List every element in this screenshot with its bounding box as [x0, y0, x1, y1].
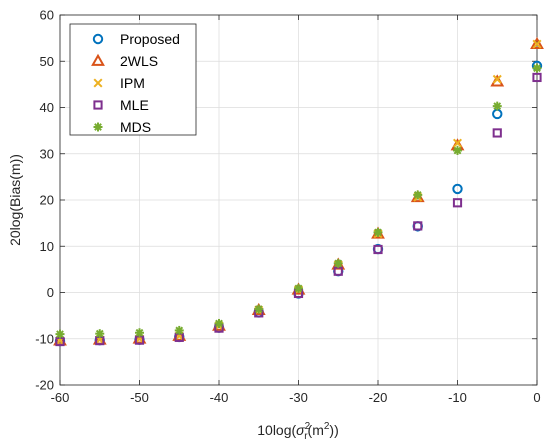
asterisk-stroke [94, 123, 102, 131]
y-tick-label: 0 [47, 285, 54, 300]
legend-entry-mds: MDS [93, 119, 151, 135]
asterisk-stroke [374, 228, 382, 237]
data-point-ipm [532, 39, 542, 49]
legend-marker-ipm [93, 78, 103, 88]
x-marker-stroke [532, 39, 542, 49]
asterisk-stroke [493, 102, 502, 111]
x-marker-stroke [93, 78, 103, 88]
legend-label-ipm: IPM [120, 75, 145, 91]
data-markers [53, 36, 544, 347]
data-point-2wls [530, 36, 544, 50]
asterisk-stroke [413, 191, 422, 199]
data-point-mds [135, 328, 144, 338]
legend-label-proposed: Proposed [120, 31, 180, 47]
y-tick-label: 30 [40, 146, 54, 161]
data-point-ipm [492, 74, 502, 84]
asterisk-stroke [254, 305, 263, 314]
x-marker-stroke [492, 74, 502, 84]
asterisk-stroke [533, 64, 541, 73]
data-point-mds [254, 304, 264, 314]
x-tick-label: -10 [448, 390, 467, 405]
data-point-mds [333, 258, 343, 268]
x-tick-label: -40 [210, 390, 229, 405]
series-mds [55, 63, 542, 339]
data-point-mle [413, 221, 423, 231]
data-point-mds [95, 329, 105, 339]
x-tick-label: -50 [130, 390, 149, 405]
asterisk-stroke [453, 146, 462, 155]
x-tick-labels: -60 -50 -40 -30 -20 -10 0 [51, 390, 541, 405]
legend-box [69, 23, 197, 136]
data-point-mds [453, 146, 462, 156]
y-axis-label: 20log(Bias(m)) [7, 154, 23, 246]
x-tick-label: 0 [533, 390, 540, 405]
asterisk-stroke [135, 328, 144, 337]
x-axis-label: 10log(σ2 r(m2)) [257, 421, 339, 442]
legend-label-mds: MDS [120, 119, 151, 135]
data-point-mle [492, 128, 502, 138]
data-point-mds [174, 325, 184, 335]
y-tick-labels: -20 -10 0 10 20 30 40 50 60 [35, 8, 54, 393]
axes [59, 14, 538, 386]
x-marker-stroke [452, 138, 463, 148]
legend-entry-mle: MLE [93, 97, 149, 113]
data-point-mle [373, 244, 383, 255]
y-tick-label: 10 [40, 239, 54, 254]
asterisk-stroke [175, 326, 184, 335]
x-tick-label: -30 [289, 390, 308, 405]
legend-marker-proposed [92, 33, 104, 45]
legend: Proposed 2WLS IPM MLE MDS [69, 23, 197, 136]
legend-label-mle: MLE [120, 97, 149, 113]
legend-marker-2wls [91, 53, 105, 66]
data-point-mds [294, 283, 303, 293]
data-point-mds [413, 190, 423, 200]
y-tick-label: 50 [40, 54, 54, 69]
data-point-mds [214, 318, 224, 328]
y-tick-label: -20 [35, 378, 54, 393]
data-point-ipm [452, 138, 463, 148]
asterisk-stroke [215, 319, 223, 328]
legend-entry-2wls: 2WLS [91, 53, 158, 69]
data-point-mds [373, 227, 383, 237]
data-point-mds [55, 329, 65, 339]
legend-entry-ipm: IPM [93, 75, 145, 91]
y-tick-label: -10 [35, 331, 54, 346]
legend-marker-mle [93, 100, 103, 110]
y-tick-label: 20 [40, 193, 54, 208]
x-tick-label: -20 [369, 390, 388, 405]
data-point-proposed [452, 183, 463, 195]
asterisk-stroke [56, 330, 64, 339]
data-point-mds [532, 63, 542, 73]
asterisk-stroke [334, 259, 343, 268]
y-tick-label: 60 [40, 8, 54, 23]
data-point-mds [492, 101, 502, 111]
legend-marker-mds [93, 122, 103, 132]
legend-label-2wls: 2WLS [120, 53, 158, 69]
y-tick-label: 40 [40, 100, 54, 115]
x-tick-label: -60 [51, 390, 70, 405]
asterisk-stroke [95, 329, 104, 338]
legend-entry-proposed: Proposed [92, 31, 180, 47]
data-point-mle [452, 198, 463, 208]
data-point-mle [532, 72, 542, 83]
asterisk-stroke [294, 284, 303, 293]
